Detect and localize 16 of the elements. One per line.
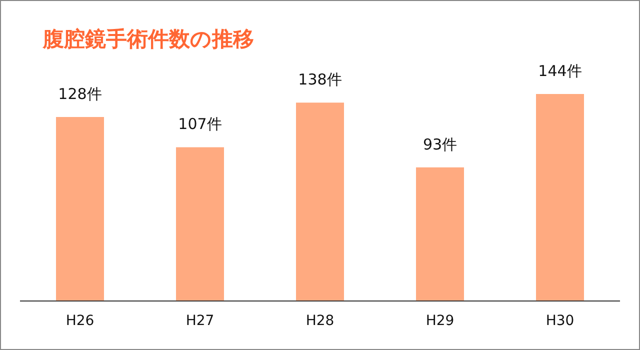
chart-title: 腹腔鏡手術件数の推移 (43, 26, 254, 53)
data-label: 144件 (538, 62, 582, 80)
x-tick-label: H30 (546, 312, 574, 329)
data-label: 107件 (178, 115, 222, 134)
x-tick-label: H27 (186, 312, 214, 329)
bar (56, 117, 104, 301)
bar (176, 147, 224, 301)
data-label: 128件 (58, 85, 102, 103)
bar (296, 102, 344, 301)
x-tick-label: H26 (66, 312, 94, 329)
data-label: 138件 (298, 70, 342, 89)
bar (536, 94, 584, 301)
x-tick-label: H29 (426, 312, 454, 329)
x-tick-label: H28 (306, 312, 334, 329)
data-label: 93件 (422, 135, 458, 154)
bar (416, 167, 464, 301)
